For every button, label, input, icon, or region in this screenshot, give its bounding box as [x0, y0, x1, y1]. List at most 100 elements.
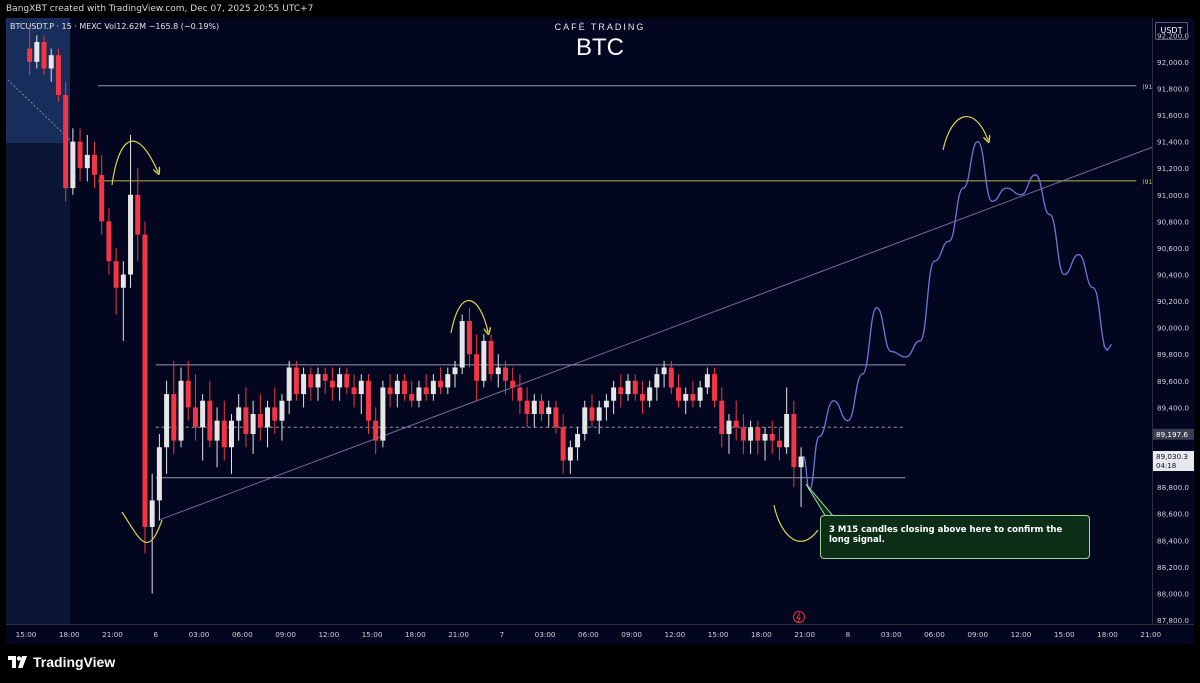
candle-body: [517, 387, 523, 401]
candle-body: [120, 274, 126, 288]
candle-body: [279, 400, 285, 421]
x-tick-label: 06:00: [232, 630, 253, 639]
y-tick-label: 92,000.0: [1157, 58, 1189, 67]
candle-body: [70, 141, 76, 189]
candle-body: [553, 407, 559, 428]
price-badge-value: 89,197.6: [1156, 430, 1188, 439]
candle-body: [611, 387, 617, 401]
candle-body: [402, 380, 408, 395]
trendline: [158, 146, 1152, 521]
candle-body: [495, 367, 501, 375]
candle-body: [286, 367, 292, 401]
y-tick-label: 88,800.0: [1157, 483, 1189, 492]
level-label: (91,104.2): [1142, 179, 1173, 186]
x-tick-label: 15:00: [16, 630, 37, 639]
x-tick-label: 12:00: [1011, 630, 1032, 639]
candle-body: [156, 447, 162, 501]
y-tick-label: 88,600.0: [1157, 510, 1189, 519]
candle-body: [546, 407, 552, 415]
candle-body: [438, 380, 444, 388]
candle-body: [466, 321, 472, 355]
candle-body: [84, 154, 90, 169]
candle-body: [387, 387, 393, 395]
projection-arrowhead: [1103, 343, 1112, 352]
candle-body: [149, 500, 155, 527]
candle-body: [315, 374, 321, 388]
candle-body: [531, 400, 537, 415]
x-tick-label: 21:00: [794, 630, 815, 639]
candle-body: [301, 374, 307, 395]
candle-body: [452, 367, 458, 375]
y-tick-label: 91,000.0: [1157, 191, 1189, 200]
candle-body: [762, 433, 768, 441]
x-tick-label: 06:00: [924, 630, 945, 639]
x-tick-label: 03:00: [189, 630, 210, 639]
tradingview-logo[interactable]: TradingView: [8, 654, 115, 670]
candle-body: [740, 427, 746, 441]
candle-body: [228, 420, 234, 448]
candle-body: [99, 174, 105, 222]
candle-body: [142, 234, 148, 527]
y-tick-label: 91,200.0: [1157, 164, 1189, 173]
x-tick-label: 18:00: [1097, 630, 1118, 639]
y-tick-label: 90,200.0: [1157, 297, 1189, 306]
candle-body: [769, 433, 775, 441]
candle-body: [250, 414, 256, 434]
y-tick-label: 91,400.0: [1157, 138, 1189, 147]
x-tick-label: 6: [153, 630, 158, 639]
candle-body: [676, 387, 682, 401]
brand-subtitle: CAFÉ TRADING: [554, 22, 646, 32]
x-tick-label: 09:00: [275, 630, 296, 639]
candle-body: [690, 394, 696, 401]
session-shade-lower: [6, 143, 70, 624]
candle-body: [625, 380, 631, 395]
candle-body: [113, 261, 119, 288]
x-tick-label: 15:00: [708, 630, 729, 639]
y-tick-label: 91,800.0: [1157, 84, 1189, 93]
candle-body: [712, 374, 718, 401]
candle-body: [798, 456, 804, 468]
x-tick-label: 21:00: [1140, 630, 1161, 639]
replay-icon-bolt: [796, 612, 801, 623]
y-tick-label: 89,600.0: [1157, 377, 1189, 386]
x-tick-label: 18:00: [751, 630, 772, 639]
x-tick-label: 12:00: [665, 630, 686, 639]
signal-callout: 3 M15 candles closing above here to conf…: [820, 515, 1090, 559]
price-axis[interactable]: [1152, 18, 1195, 624]
peak-arrow: [450, 299, 488, 333]
candle-body: [373, 420, 379, 441]
candle-body: [481, 340, 487, 381]
candle-body: [639, 394, 645, 401]
price-badge-value: 89,030.3: [1156, 452, 1188, 461]
candle-body: [647, 387, 653, 401]
candle-body: [257, 414, 263, 428]
y-tick-label: 90,600.0: [1157, 244, 1189, 253]
candle-body: [308, 374, 314, 388]
y-tick-label: 88,200.0: [1157, 563, 1189, 572]
symbol-info: BTCUSDT.P · 15 · MEXC Vol12.62M −165.8 (…: [10, 22, 220, 31]
x-tick-label: 21:00: [102, 630, 123, 639]
candle-body: [668, 367, 674, 388]
candle-body: [214, 420, 220, 441]
y-tick-label: 88,400.0: [1157, 536, 1189, 545]
candle-body: [243, 407, 249, 434]
candle-body: [748, 427, 754, 441]
candle-body: [48, 55, 54, 69]
brand-title: BTC: [576, 34, 624, 61]
time-axis[interactable]: [6, 624, 1194, 645]
candle-body: [589, 407, 595, 421]
y-tick-label: 90,800.0: [1157, 217, 1189, 226]
candle-body: [416, 387, 422, 401]
candle-body: [445, 374, 451, 388]
replay-icon: [793, 611, 805, 623]
credit-line: BangXBT created with TradingView.com, De…: [6, 4, 314, 14]
candle-body: [510, 380, 516, 388]
level-label: (91,819.9): [1142, 84, 1173, 91]
currency-button[interactable]: USDT: [1155, 22, 1188, 40]
candle-body: [34, 41, 40, 62]
candle-body: [380, 387, 386, 441]
candle-body: [91, 154, 97, 175]
y-tick-label: 90,400.0: [1157, 270, 1189, 279]
